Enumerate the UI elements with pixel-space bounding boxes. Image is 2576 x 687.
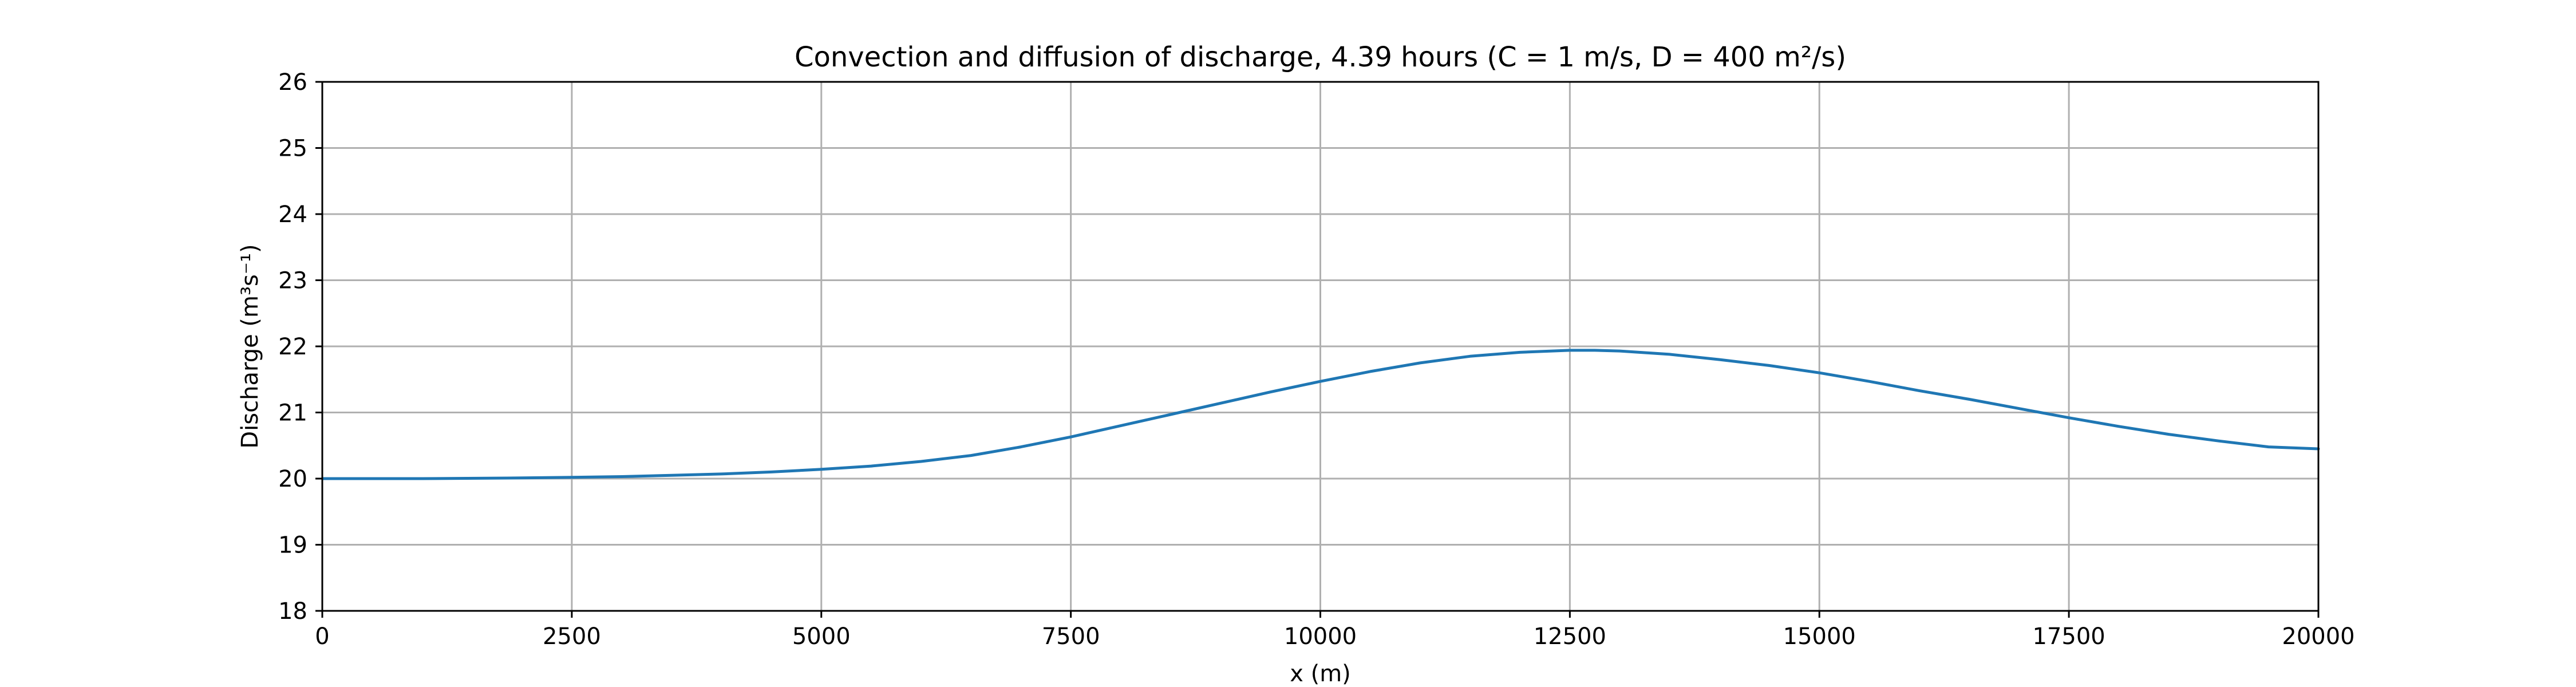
y-tick-label: 18: [278, 598, 307, 625]
x-tick-label: 17500: [2033, 623, 2105, 650]
y-tick-label: 19: [278, 532, 307, 559]
y-tick-label: 21: [278, 400, 307, 427]
grid-lines: [321, 81, 2320, 612]
x-tick-label: 0: [315, 623, 329, 650]
x-tick-label: 15000: [1783, 623, 1856, 650]
x-tick-label: 5000: [792, 623, 851, 650]
y-axis-label: Discharge (m³s⁻¹): [237, 244, 263, 448]
chart-title: Convection and diffusion of discharge, 4…: [795, 41, 1846, 73]
x-tick-label: 12500: [1534, 623, 1606, 650]
x-tick-label: 20000: [2282, 623, 2354, 650]
y-tick-label: 23: [278, 268, 307, 294]
x-tick-label: 2500: [543, 623, 601, 650]
x-tick-label: 10000: [1284, 623, 1357, 650]
x-axis-ticks: 0 2500 5000 7500 10000 12500 15000 17500 20000: [315, 611, 2355, 650]
y-tick-label: 26: [278, 69, 307, 96]
x-axis-label: x (m): [1290, 661, 1351, 687]
y-tick-label: 22: [278, 334, 307, 360]
y-tick-label: 20: [278, 466, 307, 492]
y-tick-label: 25: [278, 136, 307, 162]
discharge-series-line: [321, 349, 2320, 480]
y-tick-label: 24: [278, 202, 307, 228]
y-axis-ticks: 18 19 20 21 22 23 24 25 26: [278, 69, 322, 625]
x-tick-label: 7500: [1042, 623, 1100, 650]
